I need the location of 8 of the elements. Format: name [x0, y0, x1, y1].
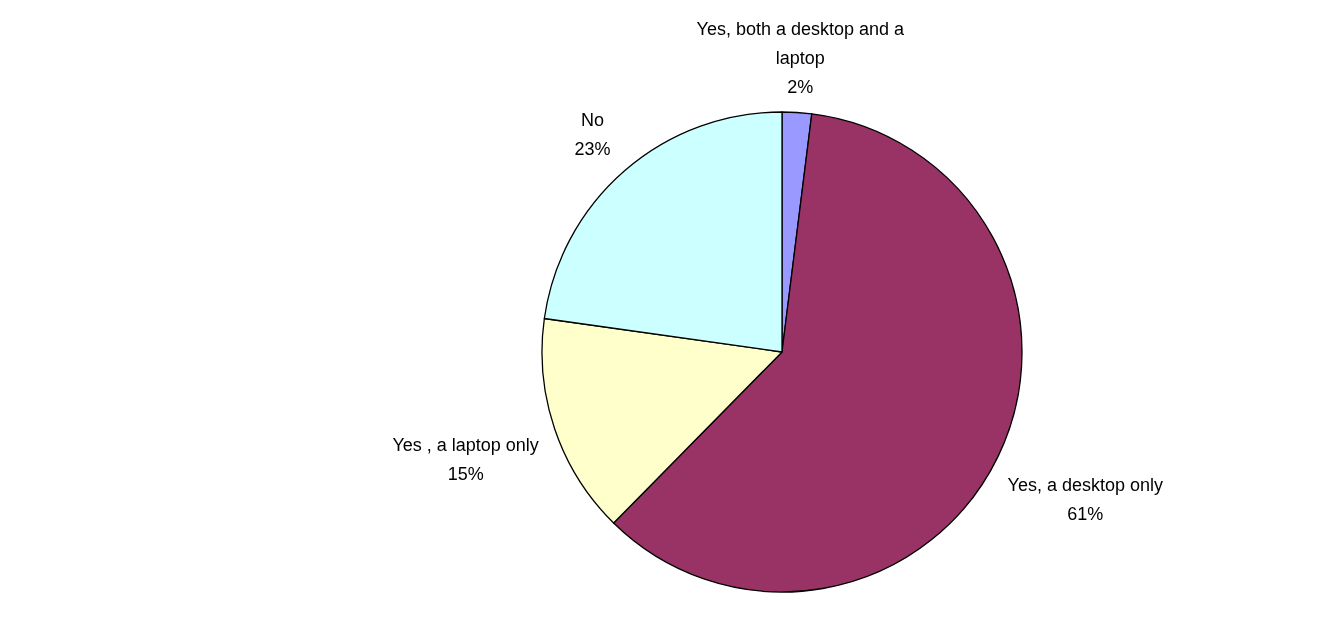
data-label: 2% — [787, 76, 814, 97]
data-label: 61% — [1067, 503, 1104, 524]
slice-label: Yes, both a desktop and a laptop — [696, 18, 906, 68]
slice-label: Yes , a laptop only — [392, 434, 539, 455]
data-label: 23% — [574, 138, 611, 159]
data-label: 15% — [447, 463, 484, 484]
slice-label: No — [580, 109, 604, 130]
slice-label: Yes, a desktop only — [1007, 474, 1164, 495]
